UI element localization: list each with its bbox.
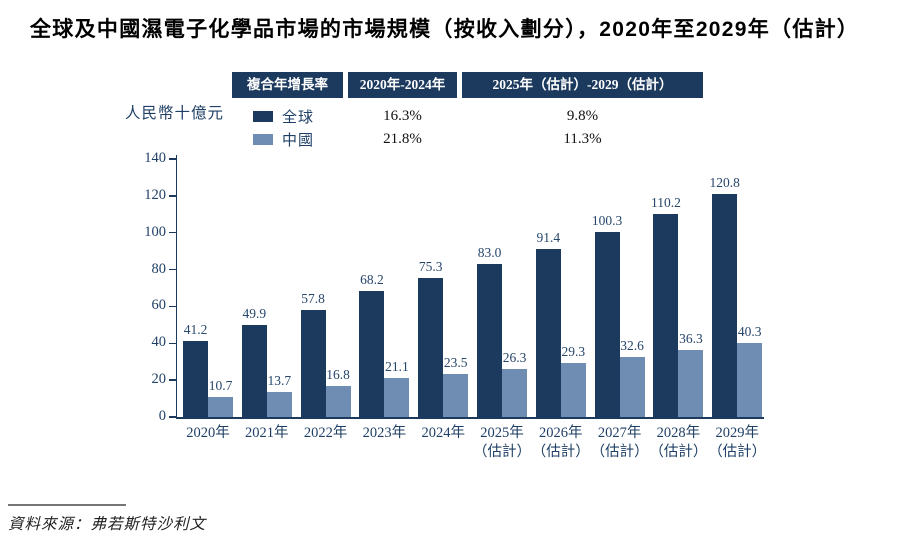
y-axis-tick — [168, 416, 176, 418]
china-bar-2025年 — [502, 368, 527, 417]
y-axis-tick-label: 80 — [151, 260, 167, 277]
china-cagr-2020-2024: 21.8% — [383, 131, 422, 147]
bar-value-label: 110.2 — [650, 194, 681, 210]
x-axis-label: 2021年 — [245, 425, 289, 441]
china-bar-2024年 — [443, 373, 469, 417]
x-axis-label: 2026年 （估計） — [531, 425, 590, 460]
bar-value-label: 83.0 — [477, 245, 502, 261]
bar-value-label: 23.5 — [443, 354, 468, 370]
global-bar-2027年 — [594, 232, 620, 417]
y-axis-tick-label: 140 — [144, 150, 166, 166]
global-legend-swatch — [253, 111, 273, 122]
china-bar-2026年 — [560, 363, 586, 417]
bar-value-label: 100.3 — [591, 213, 623, 229]
x-axis-label: 2020年 — [186, 425, 230, 441]
cagr-table-header: 複合年增長率 2020年-2024年 2025年（估計）-2029（估計） — [232, 72, 703, 98]
y-axis-tick-label: 100 — [144, 223, 166, 240]
x-axis-label: 2028年 （估計） — [649, 425, 708, 460]
bar-value-label: 49.9 — [242, 306, 267, 322]
legend-item-china: 中國 — [232, 129, 343, 150]
global-bar-2028年 — [653, 213, 679, 417]
cagr-table: 複合年增長率 2020年-2024年 2025年（估計）-2029（估計） 全球… — [232, 72, 703, 151]
china-bar-2021年 — [266, 391, 292, 417]
x-axis-line — [175, 416, 764, 419]
y-axis-unit-label: 人民幣十億元 — [125, 105, 225, 122]
global-bar-2029年 — [712, 194, 738, 417]
y-axis-tick-label: 40 — [151, 334, 167, 351]
bar-value-label: 32.6 — [620, 337, 644, 353]
x-axis-label: 2025年 （估計） — [473, 425, 531, 460]
cagr-header-period-2: 2025年（估計）-2029（估計） — [462, 72, 703, 98]
bar-value-label: 13.7 — [267, 372, 292, 388]
bar-value-label: 21.1 — [385, 359, 409, 375]
bar-value-label: 26.3 — [502, 349, 527, 365]
footnote-divider — [8, 504, 126, 506]
y-axis-tick — [168, 305, 176, 308]
global-bar-2026年 — [535, 248, 561, 417]
bar-value-label: 16.8 — [326, 367, 350, 383]
x-axis-label: 2029年 （估計） — [708, 425, 767, 460]
y-axis-line — [175, 155, 177, 419]
page-title: 全球及中國濕電子化學品市場的市場規模（按收入劃分），2020年至2029年（估計… — [30, 18, 860, 41]
y-axis-tick-label: 20 — [151, 371, 167, 388]
cagr-header-period-1: 2020年-2024年 — [348, 72, 457, 98]
china-bar-2028年 — [678, 350, 704, 417]
china-bar-2029年 — [737, 342, 763, 417]
legend-label: 全球 — [282, 110, 315, 126]
bar-value-label: 120.8 — [709, 175, 740, 191]
legend-item-global: 全球 — [232, 106, 343, 127]
global-bar-2021年 — [241, 325, 267, 417]
global-bar-2023年 — [359, 291, 385, 417]
bar-value-label: 91.4 — [536, 229, 561, 245]
y-axis-tick — [168, 195, 176, 197]
global-bar-2020年 — [183, 341, 208, 417]
bar-value-label: 10.7 — [208, 378, 233, 394]
bar-value-label: 29.3 — [561, 344, 586, 359]
y-axis-tick — [168, 158, 176, 160]
y-axis-tick-label: 120 — [144, 186, 166, 203]
china-bar-2020年 — [208, 397, 233, 417]
y-axis-tick — [168, 342, 176, 345]
china-bar-2027年 — [619, 356, 645, 417]
china-bar-2023年 — [384, 378, 410, 417]
global-bar-2024年 — [418, 278, 444, 417]
source-note: 資料來源：弗若斯特沙利文 — [8, 516, 207, 533]
x-axis-label: 2022年 — [303, 425, 348, 441]
legend-label: 中國 — [282, 133, 315, 149]
bar-value-label: 40.3 — [737, 323, 762, 339]
global-bar-2025年 — [477, 264, 502, 417]
y-axis-tick-label: 60 — [151, 297, 167, 314]
global-cagr-2025-2029: 9.8% — [566, 108, 599, 124]
bar-value-label: 57.8 — [301, 291, 325, 307]
bar-value-label: 75.3 — [418, 259, 443, 275]
y-axis-tick — [168, 379, 176, 381]
china-legend-swatch — [253, 134, 273, 145]
global-bar-2022年 — [300, 310, 326, 417]
x-axis-label: 2023年 — [362, 425, 407, 441]
bar-value-label: 36.3 — [679, 331, 703, 347]
china-cagr-2025-2029: 11.3% — [563, 131, 602, 147]
y-axis-tick — [168, 231, 176, 234]
china-bar-2022年 — [325, 386, 351, 417]
cagr-row-china: 中國 21.8% 11.3% — [232, 128, 703, 151]
cagr-table-rows: 全球 16.3% 9.8% 中國 21.8% 11.3% — [232, 105, 703, 151]
cagr-row-global: 全球 16.3% 9.8% — [232, 105, 703, 128]
bar-value-label: 68.2 — [360, 272, 384, 288]
global-cagr-2020-2024: 16.3% — [383, 108, 422, 124]
bar-value-label: 41.2 — [183, 322, 208, 338]
y-axis-tick — [168, 268, 176, 271]
x-axis-label: 2027年 （估計） — [590, 425, 649, 460]
y-axis-tick-label: 0 — [158, 408, 166, 424]
x-axis-label: 2024年 — [421, 425, 465, 441]
cagr-header-label: 複合年增長率 — [232, 72, 343, 98]
